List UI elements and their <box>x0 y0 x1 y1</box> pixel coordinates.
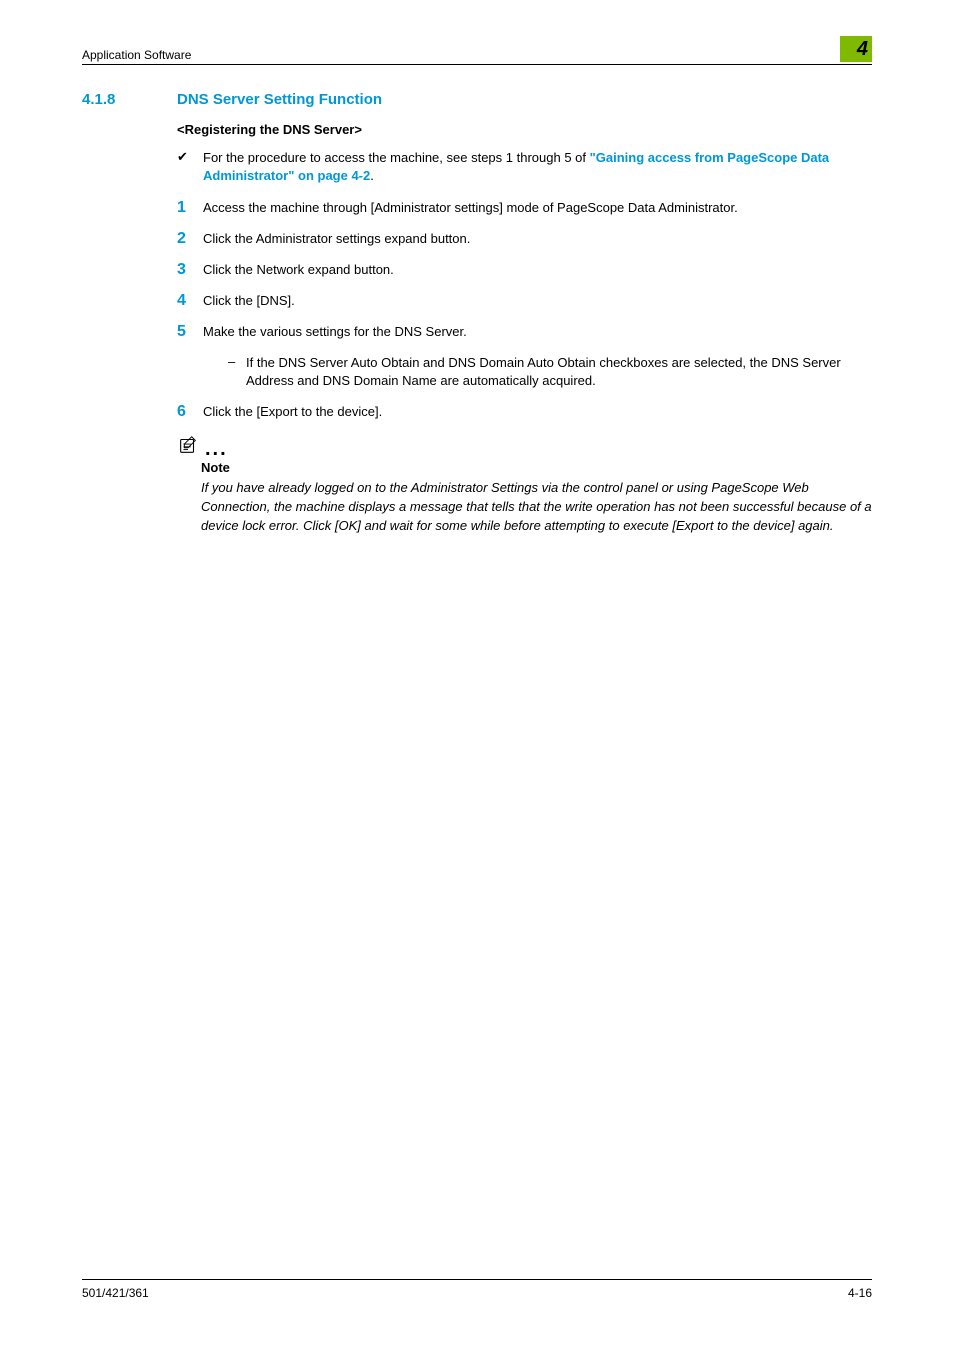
note-body: If you have already logged on to the Adm… <box>201 479 872 536</box>
note-header: ... <box>177 434 872 456</box>
step-2: 2 Click the Administrator settings expan… <box>177 230 872 249</box>
section-heading: 4.1.8 DNS Server Setting Function <box>82 91 872 108</box>
prereq-text: For the procedure to access the machine,… <box>203 149 872 185</box>
subheading: <Registering the DNS Server> <box>177 122 872 137</box>
footer-page-number: 4-16 <box>848 1286 872 1300</box>
step-number: 6 <box>177 403 203 421</box>
step-number: 2 <box>177 230 203 248</box>
step-number: 4 <box>177 292 203 310</box>
step-3: 3 Click the Network expand button. <box>177 261 872 280</box>
header-section-name: Application Software <box>82 48 191 62</box>
note-label: Note <box>201 460 872 475</box>
step-5: 5 Make the various settings for the DNS … <box>177 323 872 342</box>
section-title: DNS Server Setting Function <box>177 91 382 108</box>
dash-icon: – <box>228 354 246 392</box>
prereq-pre: For the procedure to access the machine,… <box>203 150 590 165</box>
step-number: 3 <box>177 261 203 279</box>
chapter-number: 4 <box>857 38 868 61</box>
step-text: Click the [DNS]. <box>203 292 295 311</box>
footer-row: 501/421/361 4-16 <box>82 1286 872 1300</box>
substep-5a: – If the DNS Server Auto Obtain and DNS … <box>228 354 872 392</box>
pencil-note-icon <box>177 434 199 456</box>
step-text: Access the machine through [Administrato… <box>203 199 738 218</box>
prereq-bullet: ✔ For the procedure to access the machin… <box>177 149 872 185</box>
page-footer: 501/421/361 4-16 <box>82 1279 872 1300</box>
step-number: 1 <box>177 199 203 217</box>
substep-text: If the DNS Server Auto Obtain and DNS Do… <box>246 354 872 392</box>
footer-model: 501/421/361 <box>82 1286 149 1300</box>
step-1: 1 Access the machine through [Administra… <box>177 199 872 218</box>
page-header: Application Software 4 <box>82 40 872 62</box>
page: Application Software 4 4.1.8 DNS Server … <box>0 0 954 1350</box>
chapter-badge: 4 <box>840 36 872 62</box>
step-6: 6 Click the [Export to the device]. <box>177 403 872 422</box>
step-text: Click the [Export to the device]. <box>203 403 382 422</box>
footer-rule <box>82 1279 872 1280</box>
step-text: Click the Network expand button. <box>203 261 394 280</box>
section-number: 4.1.8 <box>82 91 177 108</box>
note-block: ... Note If you have already logged on t… <box>177 434 872 536</box>
note-dots: ... <box>205 444 228 454</box>
step-number: 5 <box>177 323 203 341</box>
prereq-post: . <box>370 168 374 183</box>
check-icon: ✔ <box>177 149 203 185</box>
step-4: 4 Click the [DNS]. <box>177 292 872 311</box>
step-text: Make the various settings for the DNS Se… <box>203 323 467 342</box>
step-text: Click the Administrator settings expand … <box>203 230 470 249</box>
content-area: 4.1.8 DNS Server Setting Function <Regis… <box>82 65 872 536</box>
